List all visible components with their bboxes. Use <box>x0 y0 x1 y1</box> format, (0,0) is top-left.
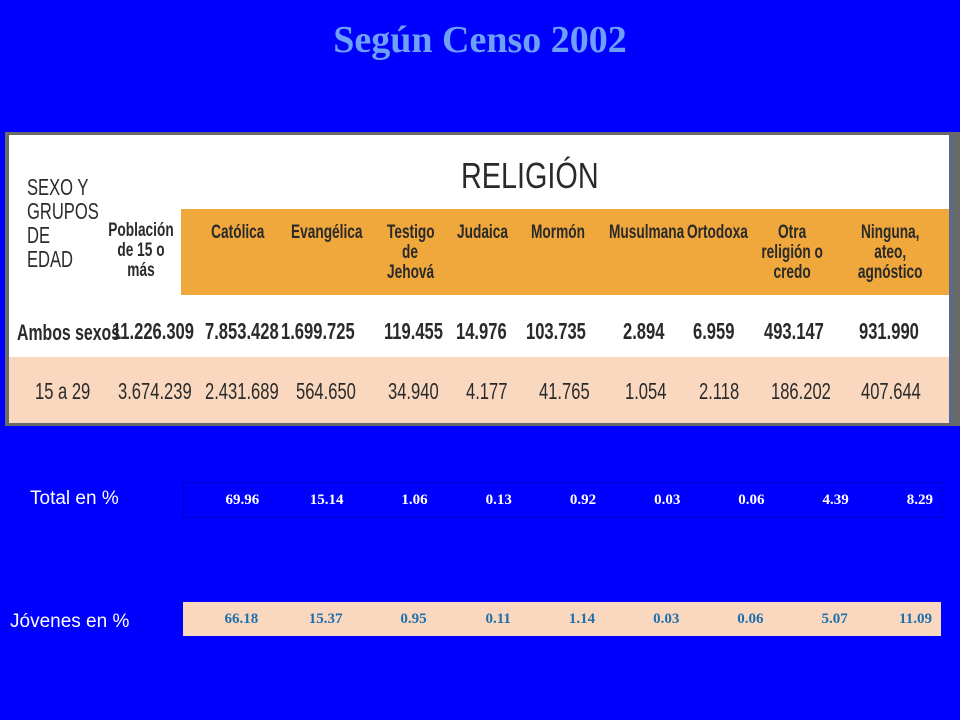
youth-row-band <box>9 357 949 423</box>
total-pct-ortodoxa: 0.06 <box>738 491 765 508</box>
young-percent-label: Jóvenes en % <box>10 611 130 632</box>
young-percent-row: 66.18 15.37 0.95 0.11 1.14 0.03 0.06 5.0… <box>183 602 941 636</box>
cell-ambos-judaica: 14.976 <box>456 318 507 344</box>
sexo-edad-header: SEXO Y GRUPOS DE EDAD <box>27 174 99 273</box>
row-label-ambos-sexos: Ambos sexos <box>17 320 121 345</box>
young-pct-catolica: 66.18 <box>224 610 259 627</box>
cell-ambos-catolica: 7.853.428 <box>205 318 279 344</box>
total-percent-label: Total en % <box>30 488 119 509</box>
cell-ambos-ortodoxa: 6.959 <box>693 318 735 344</box>
total-pct-otra: 4.39 <box>822 491 849 508</box>
total-pct-musulmana: 0.03 <box>654 491 681 508</box>
header-judaica: Judaica <box>457 222 508 243</box>
total-pct-catolica: 69.96 <box>225 491 260 508</box>
total-percent-row: 69.96 15.14 1.06 0.13 0.92 0.03 0.06 4.3… <box>183 482 943 518</box>
header-evangelica: Evangélica <box>291 222 363 243</box>
header-mormon: Mormón <box>531 222 585 243</box>
census-table: RELIGIÓN SEXO Y GRUPOS DE EDAD Población… <box>5 132 960 426</box>
header-catolica: Católica <box>211 222 265 243</box>
census-table-body: RELIGIÓN SEXO Y GRUPOS DE EDAD Población… <box>9 135 953 423</box>
cell-15-29-musulmana: 1.054 <box>625 378 667 404</box>
cell-ambos-otra: 493.147 <box>764 318 824 344</box>
total-pct-mormon: 0.92 <box>569 491 597 508</box>
cell-15-29-ortodoxa: 2.118 <box>699 378 740 404</box>
young-pct-judaica: 0.11 <box>485 610 511 627</box>
religion-heading: RELIGIÓN <box>461 155 599 196</box>
young-pct-ortodoxa: 0.06 <box>737 610 764 627</box>
total-pct-testigo: 1.06 <box>401 491 428 508</box>
total-pct-judaica: 0.13 <box>485 491 512 508</box>
cell-15-29-testigo: 34.940 <box>388 378 439 404</box>
header-testigo-jehova: Testigo de Jehová <box>387 222 435 283</box>
cell-ambos-evangelica: 1.699.725 <box>281 318 355 344</box>
cell-poblacion-ambos: 11.226.309 <box>112 318 194 344</box>
cell-15-29-mormon: 41.765 <box>539 378 590 404</box>
cell-15-29-ninguna: 407.644 <box>861 378 921 404</box>
cell-15-29-catolica: 2.431.689 <box>205 378 279 404</box>
young-pct-evangelica: 15.37 <box>308 610 343 627</box>
cell-poblacion-15-29: 3.674.239 <box>118 378 192 404</box>
page-title: Según Censo 2002 <box>333 19 627 61</box>
young-pct-musulmana: 0.03 <box>653 610 680 627</box>
cell-15-29-evangelica: 564.650 <box>296 378 356 404</box>
young-pct-testigo: 0.95 <box>400 610 427 627</box>
young-pct-otra: 5.07 <box>821 610 848 627</box>
poblacion-header: Población de 15 o más <box>108 220 174 281</box>
cell-15-29-otra: 186.202 <box>771 378 831 404</box>
table-edge <box>949 135 953 423</box>
total-pct-ninguna: 8.29 <box>906 491 933 508</box>
header-otra-religion: Otra religión o credo <box>761 222 823 283</box>
religion-header-band <box>181 209 949 295</box>
cell-ambos-testigo: 119.455 <box>384 318 443 344</box>
total-pct-evangelica: 15.14 <box>309 491 344 508</box>
cell-ambos-mormon: 103.735 <box>526 318 586 344</box>
header-ninguna: Ninguna, ateo, agnóstico <box>857 222 923 283</box>
cell-15-29-judaica: 4.177 <box>466 378 508 404</box>
row-label-15-29: 15 a 29 <box>35 378 91 404</box>
young-pct-ninguna: 11.09 <box>899 610 932 627</box>
header-musulmana: Musulmana <box>609 222 685 243</box>
young-pct-mormon: 1.14 <box>568 610 596 627</box>
header-ortodoxa: Ortodoxa <box>687 222 748 243</box>
cell-ambos-musulmana: 2.894 <box>623 318 665 344</box>
cell-ambos-ninguna: 931.990 <box>859 318 919 344</box>
